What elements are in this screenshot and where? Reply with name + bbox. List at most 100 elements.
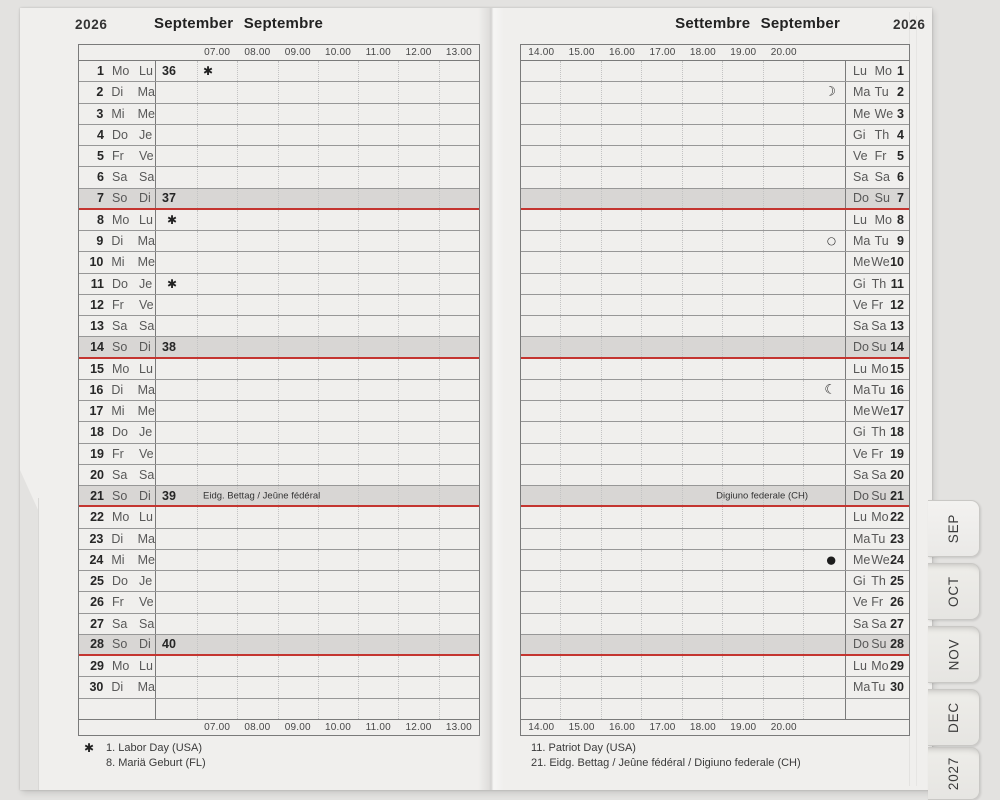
hour-cell: [398, 422, 438, 443]
hour-cell: [438, 209, 479, 230]
day-number: 25: [890, 574, 904, 589]
hour-cell: [723, 613, 764, 634]
hour-cell: [561, 549, 602, 570]
day-abbrev-2: Me: [137, 404, 155, 419]
day-cell: 24 Mi Me: [79, 549, 156, 570]
hour-cell: [317, 124, 358, 145]
hour-cell: [642, 61, 683, 82]
day-number: 8: [897, 212, 904, 227]
calendar-row: Gi Th 18: [521, 422, 909, 444]
day-number: 28: [890, 637, 904, 652]
hour-cell: [277, 634, 318, 654]
day-number: 6: [97, 170, 104, 185]
day-cell: 9 Di Ma: [79, 231, 156, 252]
day-number: 19: [890, 446, 904, 461]
day-abbrev-1: Sa: [853, 319, 869, 334]
hour-cell: [521, 634, 562, 654]
month-tab-nov[interactable]: NOV: [928, 626, 980, 683]
hour-cell: [602, 337, 643, 357]
week-number-cell: 40: [162, 637, 176, 652]
hour-cell: [723, 507, 764, 528]
hour-cell: [398, 61, 438, 82]
hour-cell: [683, 273, 724, 294]
calendar-row: Ve Fr 19: [521, 443, 909, 465]
hour-cell: [438, 188, 479, 208]
hour-cell: [277, 486, 318, 506]
hour-grid: [156, 698, 479, 719]
week-number-cell: [156, 231, 197, 251]
day-cell: [79, 698, 156, 719]
hour-cell: [317, 167, 358, 188]
day-cell: Ma Tu 16: [845, 379, 909, 400]
hour-cell: [602, 61, 643, 82]
calendar-row: 4 Do Je: [79, 124, 479, 146]
day-cell: 7 So Di: [79, 188, 156, 208]
calendar-row: Gi Th 4: [521, 124, 909, 146]
day-cell: Ma Tu 23: [845, 528, 909, 549]
day-number: 29: [90, 659, 104, 674]
day-abbrev-2: Sa: [871, 616, 887, 631]
month-tab-sep[interactable]: SEP: [928, 500, 980, 557]
hour-grid: [521, 656, 845, 677]
hour-cell: [237, 252, 277, 273]
hour-cell: [237, 358, 277, 379]
week-number-cell: [156, 380, 197, 400]
hour-cell: [197, 252, 237, 273]
hour-cell: [683, 252, 724, 273]
day-number: 13: [90, 319, 104, 334]
hour-cell: [642, 422, 683, 443]
hour-cell: [561, 358, 602, 379]
day-cell: Do Su 7: [845, 188, 909, 208]
month-tab-dec[interactable]: DEC: [928, 689, 980, 746]
time-label: 16.00: [609, 721, 636, 733]
hour-cell: [317, 677, 358, 698]
hour-cell: [277, 231, 318, 252]
hour-cell: [683, 294, 724, 315]
hour-cell: [438, 124, 479, 145]
hour-cell: [764, 146, 804, 167]
hour-cell: [398, 656, 438, 677]
hour-cell: [723, 273, 764, 294]
month-tab-2027[interactable]: 2027: [928, 747, 980, 800]
hour-grid: [156, 507, 479, 528]
day-cell: Lu Mo 15: [845, 358, 909, 379]
hour-cell: [237, 188, 277, 208]
hour-cell: [561, 422, 602, 443]
day-number: 16: [89, 382, 104, 397]
day-abbrev-1: Mo: [112, 361, 130, 376]
day-abbrev-1: Me: [853, 404, 871, 419]
day-abbrev-1: Gi: [853, 425, 866, 440]
day-number: 18: [890, 425, 904, 440]
hour-grid-spacer: [804, 359, 845, 379]
day-abbrev-2: Di: [139, 488, 151, 503]
day-abbrev-2: Ma: [137, 680, 155, 695]
day-abbrev-1: Fr: [112, 595, 124, 610]
hour-cell: [764, 464, 804, 485]
calendar-row: 14 So Di 38: [79, 337, 479, 359]
hour-cell: [358, 549, 398, 570]
month-tab-oct[interactable]: OCT: [928, 563, 980, 620]
hour-cell: [561, 613, 602, 634]
hour-cell: [683, 209, 724, 230]
calendar-row: 24 Mi Me: [79, 549, 479, 571]
hour-cell: [521, 422, 562, 443]
day-number: 11: [90, 276, 104, 291]
hour-grid: [156, 124, 479, 145]
day-abbrev-2: Me: [137, 552, 155, 567]
hour-cell: [683, 103, 724, 124]
hour-cell: [358, 273, 398, 294]
calendar-row: Ve Fr 5: [521, 146, 909, 168]
hour-cell: [683, 464, 724, 485]
hour-cell: [317, 613, 358, 634]
hour-grid: ☽: [521, 82, 845, 103]
hour-cell: [561, 316, 602, 337]
moon-phase-icon: ○: [826, 234, 836, 247]
hour-cell: [438, 337, 479, 357]
hour-cell: [438, 103, 479, 124]
hour-cell: [521, 379, 562, 400]
hour-cell: [642, 592, 683, 613]
hour-cell: [277, 316, 318, 337]
asterisk-icon: ✱: [203, 64, 214, 79]
hour-cell: [723, 592, 764, 613]
hour-cell: [561, 379, 602, 400]
